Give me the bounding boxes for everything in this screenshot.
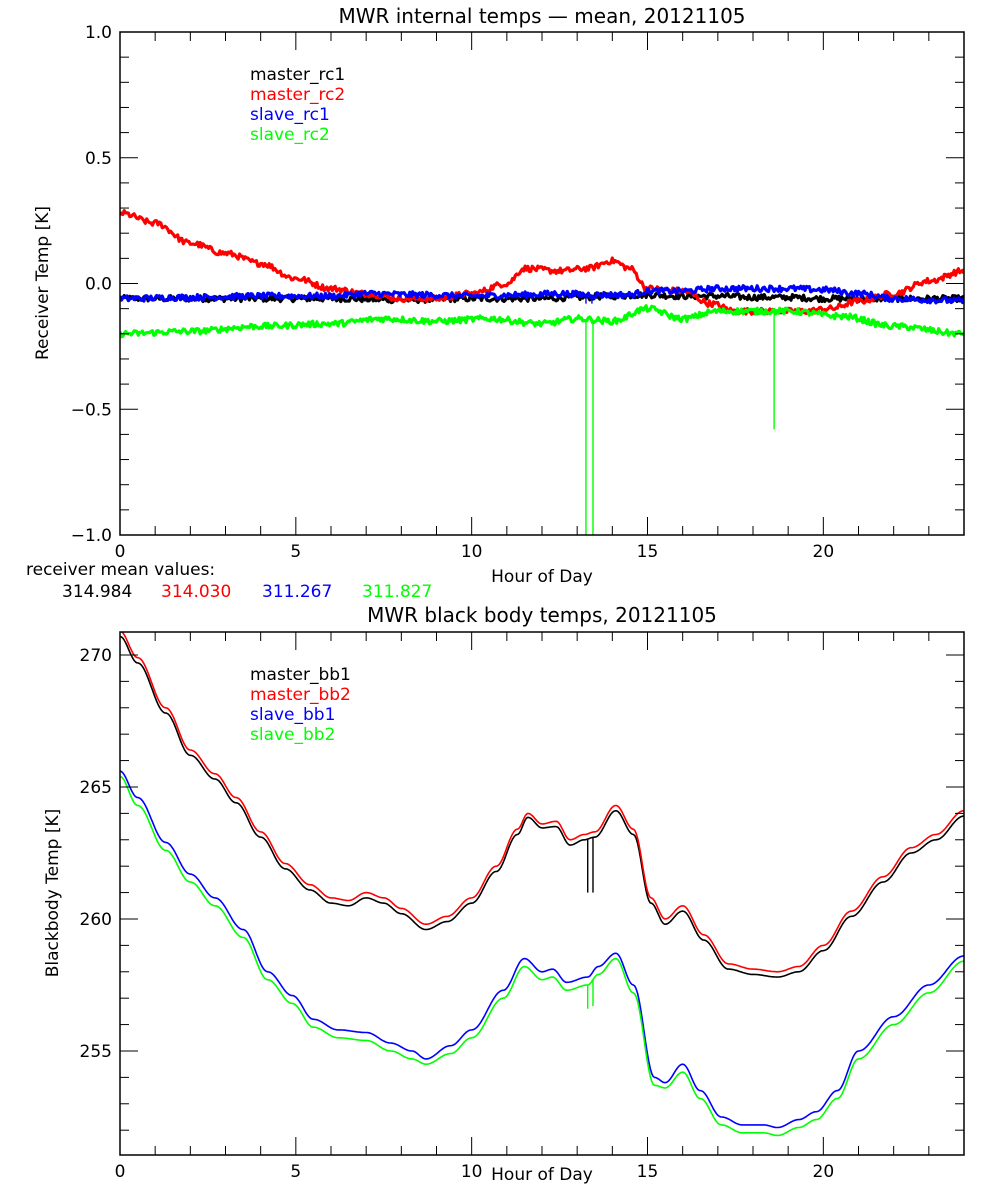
axis-ticks: 0 5 10 15 20 270 265 260 255 [80,632,965,1182]
legend-item-slave-rc2: slave_rc2 [250,125,330,145]
axis-ticks: 0 5 10 15 20 1.0 0.5 0.0 −0.5 −1.0 [71,23,965,562]
x-tick-label: 0 [115,1162,126,1182]
series-line-slave-bb1 [120,770,964,1129]
x-tick-label: 0 [115,542,126,562]
receiver-mean-value-slave-rc1: 311.267 [262,582,332,602]
receiver-mean-value-master-rc1: 314.984 [62,582,132,602]
x-axis-label: Hour of Day [491,1165,593,1185]
y-tick-label: 265 [80,778,112,798]
legend: master_bb1 master_bb2 slave_bb1 slave_bb… [250,665,351,745]
y-tick-label: 1.0 [85,23,112,43]
series-line-slave-bb2 [120,775,964,1137]
legend-item-master-bb1: master_bb1 [250,665,351,685]
y-tick-label: −1.0 [71,526,112,546]
x-tick-label: 5 [290,1162,301,1182]
series-line-slave-rc2 [120,304,964,339]
legend: master_rc1 master_rc2 slave_rc1 slave_rc… [250,65,345,145]
series-line-master-bb1 [120,635,964,978]
receiver-mean-label: receiver mean values: [26,560,215,580]
y-tick-label: 260 [80,910,112,930]
y-tick-label: 255 [80,1042,112,1062]
chart-title: MWR black body temps, 20121105 [367,603,717,627]
legend-item-master-rc2: master_rc2 [250,85,345,105]
x-tick-label: 15 [637,1162,659,1182]
y-tick-label: −0.5 [71,400,112,420]
legend-item-master-rc1: master_rc1 [250,65,345,85]
series-slave-rc2 [120,304,964,535]
legend-item-slave-bb2: slave_bb2 [250,725,335,745]
y-tick-label: 0.0 [85,275,112,295]
series-line-master-bb2 [120,632,964,973]
blackbody-temp-chart: MWR black body temps, 20121105 0 5 10 15 20 2… [43,603,965,1185]
series-master-bb1 [120,635,964,978]
receiver-mean-value-master-rc2: 314.030 [161,582,231,602]
series-line-slave-rc1 [120,284,964,305]
y-tick-label: 270 [80,646,112,666]
legend-item-slave-bb1: slave_bb1 [250,705,335,725]
x-tick-label: 10 [461,1162,483,1182]
x-tick-label: 20 [813,542,835,562]
legend-item-slave-rc1: slave_rc1 [250,105,330,125]
x-tick-label: 20 [813,1162,835,1182]
y-tick-label: 0.5 [85,149,112,169]
series-slave-rc1 [120,284,964,305]
series-slave-bb1 [120,770,964,1129]
chart-title: MWR internal temps — mean, 20121105 [338,4,745,28]
receiver-mean-annotation: receiver mean values: 314.984 314.030 31… [26,560,432,602]
series-layer [120,209,964,535]
receiver-temp-chart: MWR internal temps — mean, 20121105 0 5 10… [26,4,965,602]
x-tick-label: 10 [461,542,483,562]
x-axis-label: Hour of Day [491,567,593,587]
series-slave-bb2 [120,775,964,1137]
y-axis-label: Receiver Temp [K] [33,206,53,360]
receiver-mean-value-slave-rc2: 311.827 [362,582,432,602]
series-layer [120,632,964,1137]
y-axis-label: Blackbody Temp [K] [43,809,63,978]
x-tick-label: 15 [637,542,659,562]
legend-item-master-bb2: master_bb2 [250,685,351,705]
x-tick-label: 5 [290,542,301,562]
series-master-bb2 [120,632,964,973]
